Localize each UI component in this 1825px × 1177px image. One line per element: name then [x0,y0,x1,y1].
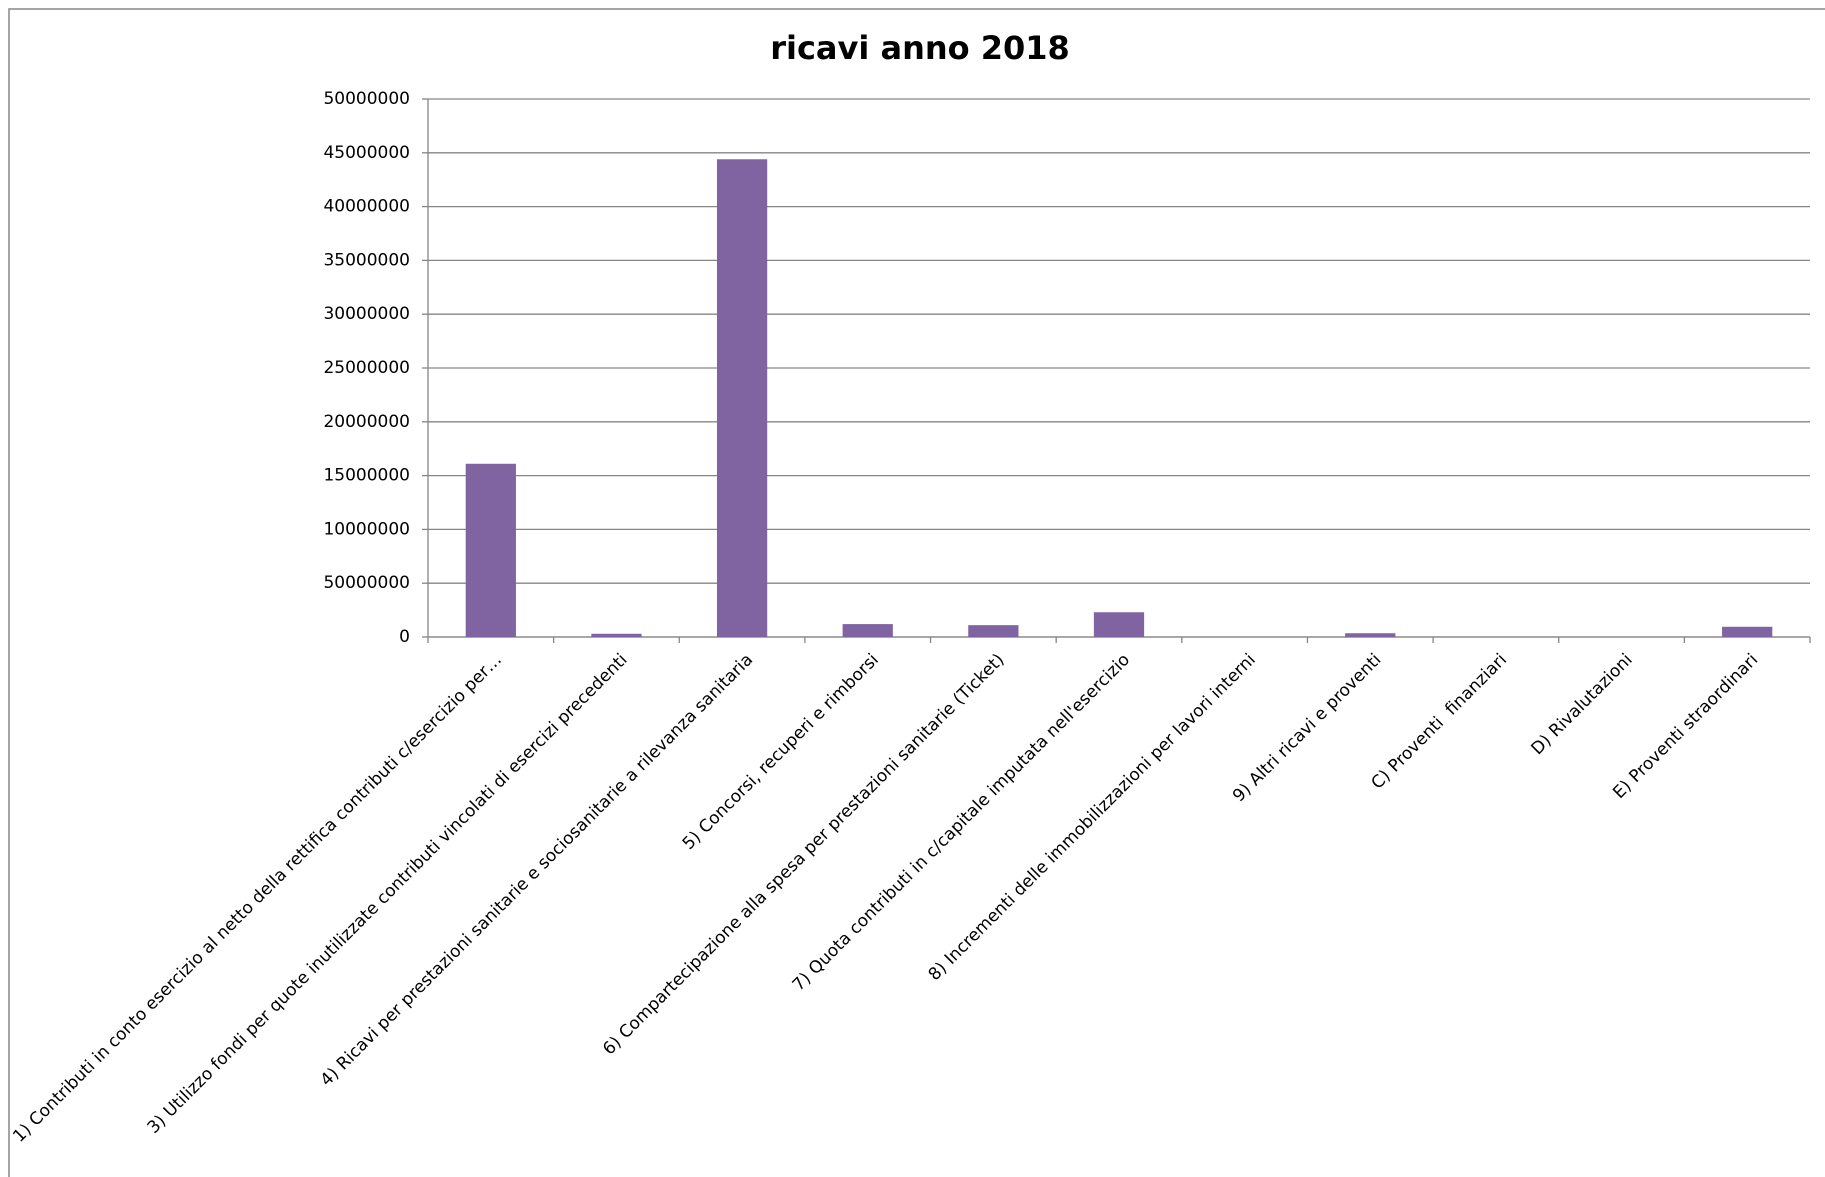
bar [591,633,642,637]
y-tick-label: 20000000 [323,412,410,432]
x-tick-label: 3) Utilizzo fondi per quote inutilizzate… [144,650,632,1138]
x-tick-label: C) Proventi finanziari [1368,650,1511,793]
chart-title: ricavi anno 2018 [770,29,1070,67]
x-tick-label: 1) Contributi in conto esercizio al nett… [9,650,506,1147]
bar [842,624,893,637]
x-tick-label: 4) Ricavi per prestazioni sanitarie e so… [317,650,757,1090]
bar [1093,612,1145,637]
y-tick-label: 25000000 [323,358,410,378]
bar [968,625,1019,637]
y-tick-label: 45000000 [323,143,410,163]
y-tick-label: 40000000 [323,197,410,217]
x-tick-label: D) Rivalutazioni [1528,650,1637,759]
y-tick-label: 30000000 [323,304,410,324]
y-tick-label: 50000000 [323,573,410,593]
bar [465,463,516,637]
x-tick-label: E) Proventi straordinari [1609,650,1762,803]
y-tick-label: 15000000 [323,466,410,486]
bar [1345,633,1396,637]
bar [716,159,768,638]
y-tick-label: 0 [399,627,410,647]
x-tick-label: 6) Compartecipazione alla spesa per pres… [599,650,1008,1059]
x-tick-label: 5) Concorsi, recuperi e rimborsi [679,650,883,854]
x-tick-label: 9) Altri ricavi e proventi [1229,650,1385,806]
y-tick-label: 50000000 [323,89,410,109]
y-tick-label: 10000000 [323,519,410,539]
bar [1722,626,1773,637]
chart-frame [8,8,1825,1177]
y-tick-label: 35000000 [323,250,410,270]
